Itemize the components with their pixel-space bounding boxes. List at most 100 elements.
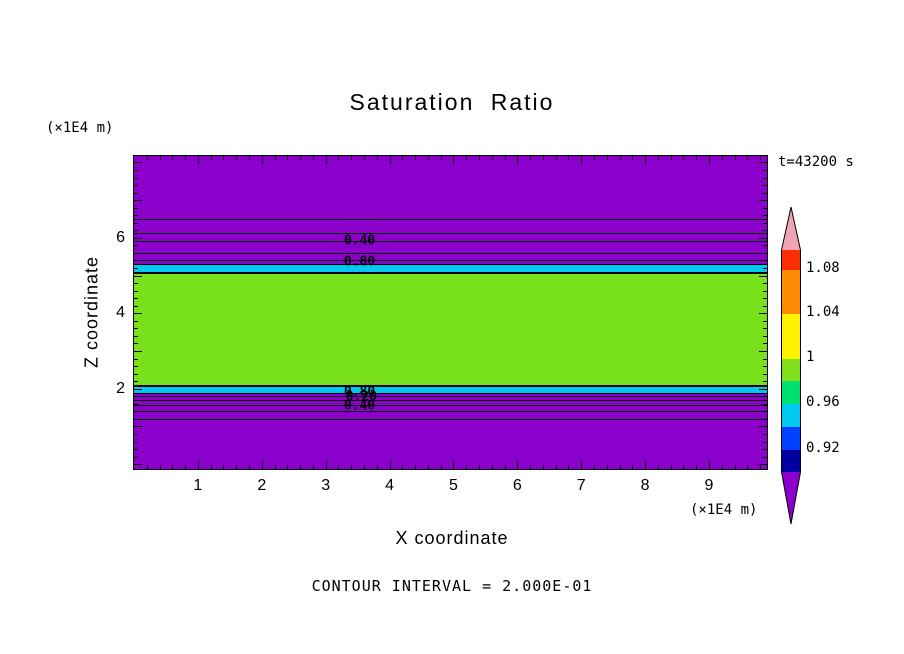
y-tick-left	[134, 396, 138, 398]
x-tick-label: 4	[385, 477, 394, 494]
y-tick-right	[763, 418, 767, 420]
x-tick-bottom	[159, 465, 161, 469]
y-tick-right	[759, 200, 767, 202]
x-tick-bottom	[274, 465, 276, 469]
contour-line	[134, 404, 767, 406]
y-tick-left	[134, 192, 138, 194]
x-tick-top	[338, 156, 340, 160]
y-tick-right	[763, 411, 767, 413]
x-tick-top	[172, 156, 174, 160]
x-tick-bottom	[619, 465, 621, 469]
y-tick-right	[763, 456, 767, 458]
y-tick-right	[763, 403, 767, 405]
x-tick-top	[721, 156, 723, 160]
y-tick-right	[759, 237, 767, 239]
x-tick-top	[197, 156, 199, 164]
y-tick-left	[134, 230, 138, 232]
colorbar-tip-bottom	[781, 472, 801, 524]
field-layer-center-green-band	[134, 272, 767, 386]
x-tick-bottom	[530, 465, 532, 469]
y-tick-left	[134, 464, 142, 466]
x-tick-top	[517, 156, 519, 164]
colorbar-labels: 1.08 1.04 1 0.96 0.92	[806, 205, 876, 525]
y-tick-right	[759, 351, 767, 353]
y-tick-right	[763, 283, 767, 285]
y-tick-label: 4	[116, 304, 125, 322]
x-tick-bottom	[300, 465, 302, 469]
contour-line	[134, 240, 767, 242]
contour-line	[134, 399, 767, 401]
contour-line	[134, 232, 767, 234]
x-tick-top	[312, 156, 314, 160]
x-tick-label: 7	[576, 477, 586, 494]
x-tick-bottom	[338, 465, 340, 469]
y-tick-right	[759, 313, 767, 315]
y-tick-left	[134, 418, 138, 420]
x-tick-bottom	[261, 461, 263, 469]
y-tick-right	[763, 222, 767, 224]
y-tick-right	[763, 441, 767, 443]
x-tick-top	[427, 156, 429, 160]
x-axis-unit-label: (×1E4 m)	[690, 502, 758, 518]
y-tick-left	[134, 381, 138, 383]
y-tick-right	[763, 335, 767, 337]
colorbar-tip-top	[781, 207, 801, 250]
x-tick-bottom	[657, 465, 659, 469]
y-tick-left	[134, 252, 138, 254]
x-tick-bottom	[351, 465, 353, 469]
x-tick-top	[670, 156, 672, 160]
y-tick-right	[763, 366, 767, 368]
x-tick-bottom	[376, 465, 378, 469]
x-tick-top	[491, 156, 493, 160]
x-tick-label: 8	[640, 477, 650, 494]
y-tick-left	[134, 358, 138, 360]
y-tick-left	[134, 449, 138, 451]
y-tick-left	[134, 185, 138, 187]
x-tick-bottom	[146, 465, 148, 469]
y-tick-right	[763, 305, 767, 307]
x-tick-bottom	[696, 465, 698, 469]
x-tick-bottom	[453, 461, 455, 469]
y-tick-right	[763, 177, 767, 179]
x-tick-top	[504, 156, 506, 160]
y-tick-right	[763, 381, 767, 383]
x-tick-top	[606, 156, 608, 160]
y-tick-left	[134, 245, 138, 247]
colorbar-tick-label: 1.08	[806, 260, 840, 276]
x-tick-bottom	[478, 465, 480, 469]
y-tick-left	[134, 298, 138, 300]
x-tick-bottom	[466, 465, 468, 469]
x-tick-bottom	[734, 465, 736, 469]
x-tick-bottom	[708, 461, 710, 469]
y-tick-left	[134, 162, 142, 164]
colorbar-segment	[781, 314, 801, 359]
x-tick-top	[619, 156, 621, 160]
x-tick-top	[248, 156, 250, 160]
y-tick-right	[763, 373, 767, 375]
contour-line	[134, 410, 767, 412]
x-tick-bottom	[402, 465, 404, 469]
y-tick-left	[134, 456, 138, 458]
contour-label: 0.80	[343, 254, 376, 270]
y-tick-right	[759, 388, 767, 390]
y-tick-left	[134, 426, 142, 428]
contour-label: 0.80	[343, 384, 376, 400]
contour-line	[134, 395, 767, 397]
x-tick-bottom	[185, 465, 187, 469]
y-tick-right	[763, 169, 767, 171]
x-tick-label: 1	[193, 477, 203, 494]
x-tick-bottom	[606, 465, 608, 469]
x-tick-top	[645, 156, 647, 164]
x-tick-bottom	[325, 461, 327, 469]
x-tick-bottom	[760, 465, 762, 469]
x-tick-label: 5	[448, 477, 458, 494]
y-tick-left	[134, 200, 142, 202]
y-tick-right	[763, 396, 767, 398]
colorbar-segment	[781, 450, 801, 472]
x-tick-top	[300, 156, 302, 160]
x-tick-top	[185, 156, 187, 160]
y-tick-left	[134, 313, 142, 315]
x-tick-bottom	[542, 465, 544, 469]
x-tick-top	[351, 156, 353, 160]
